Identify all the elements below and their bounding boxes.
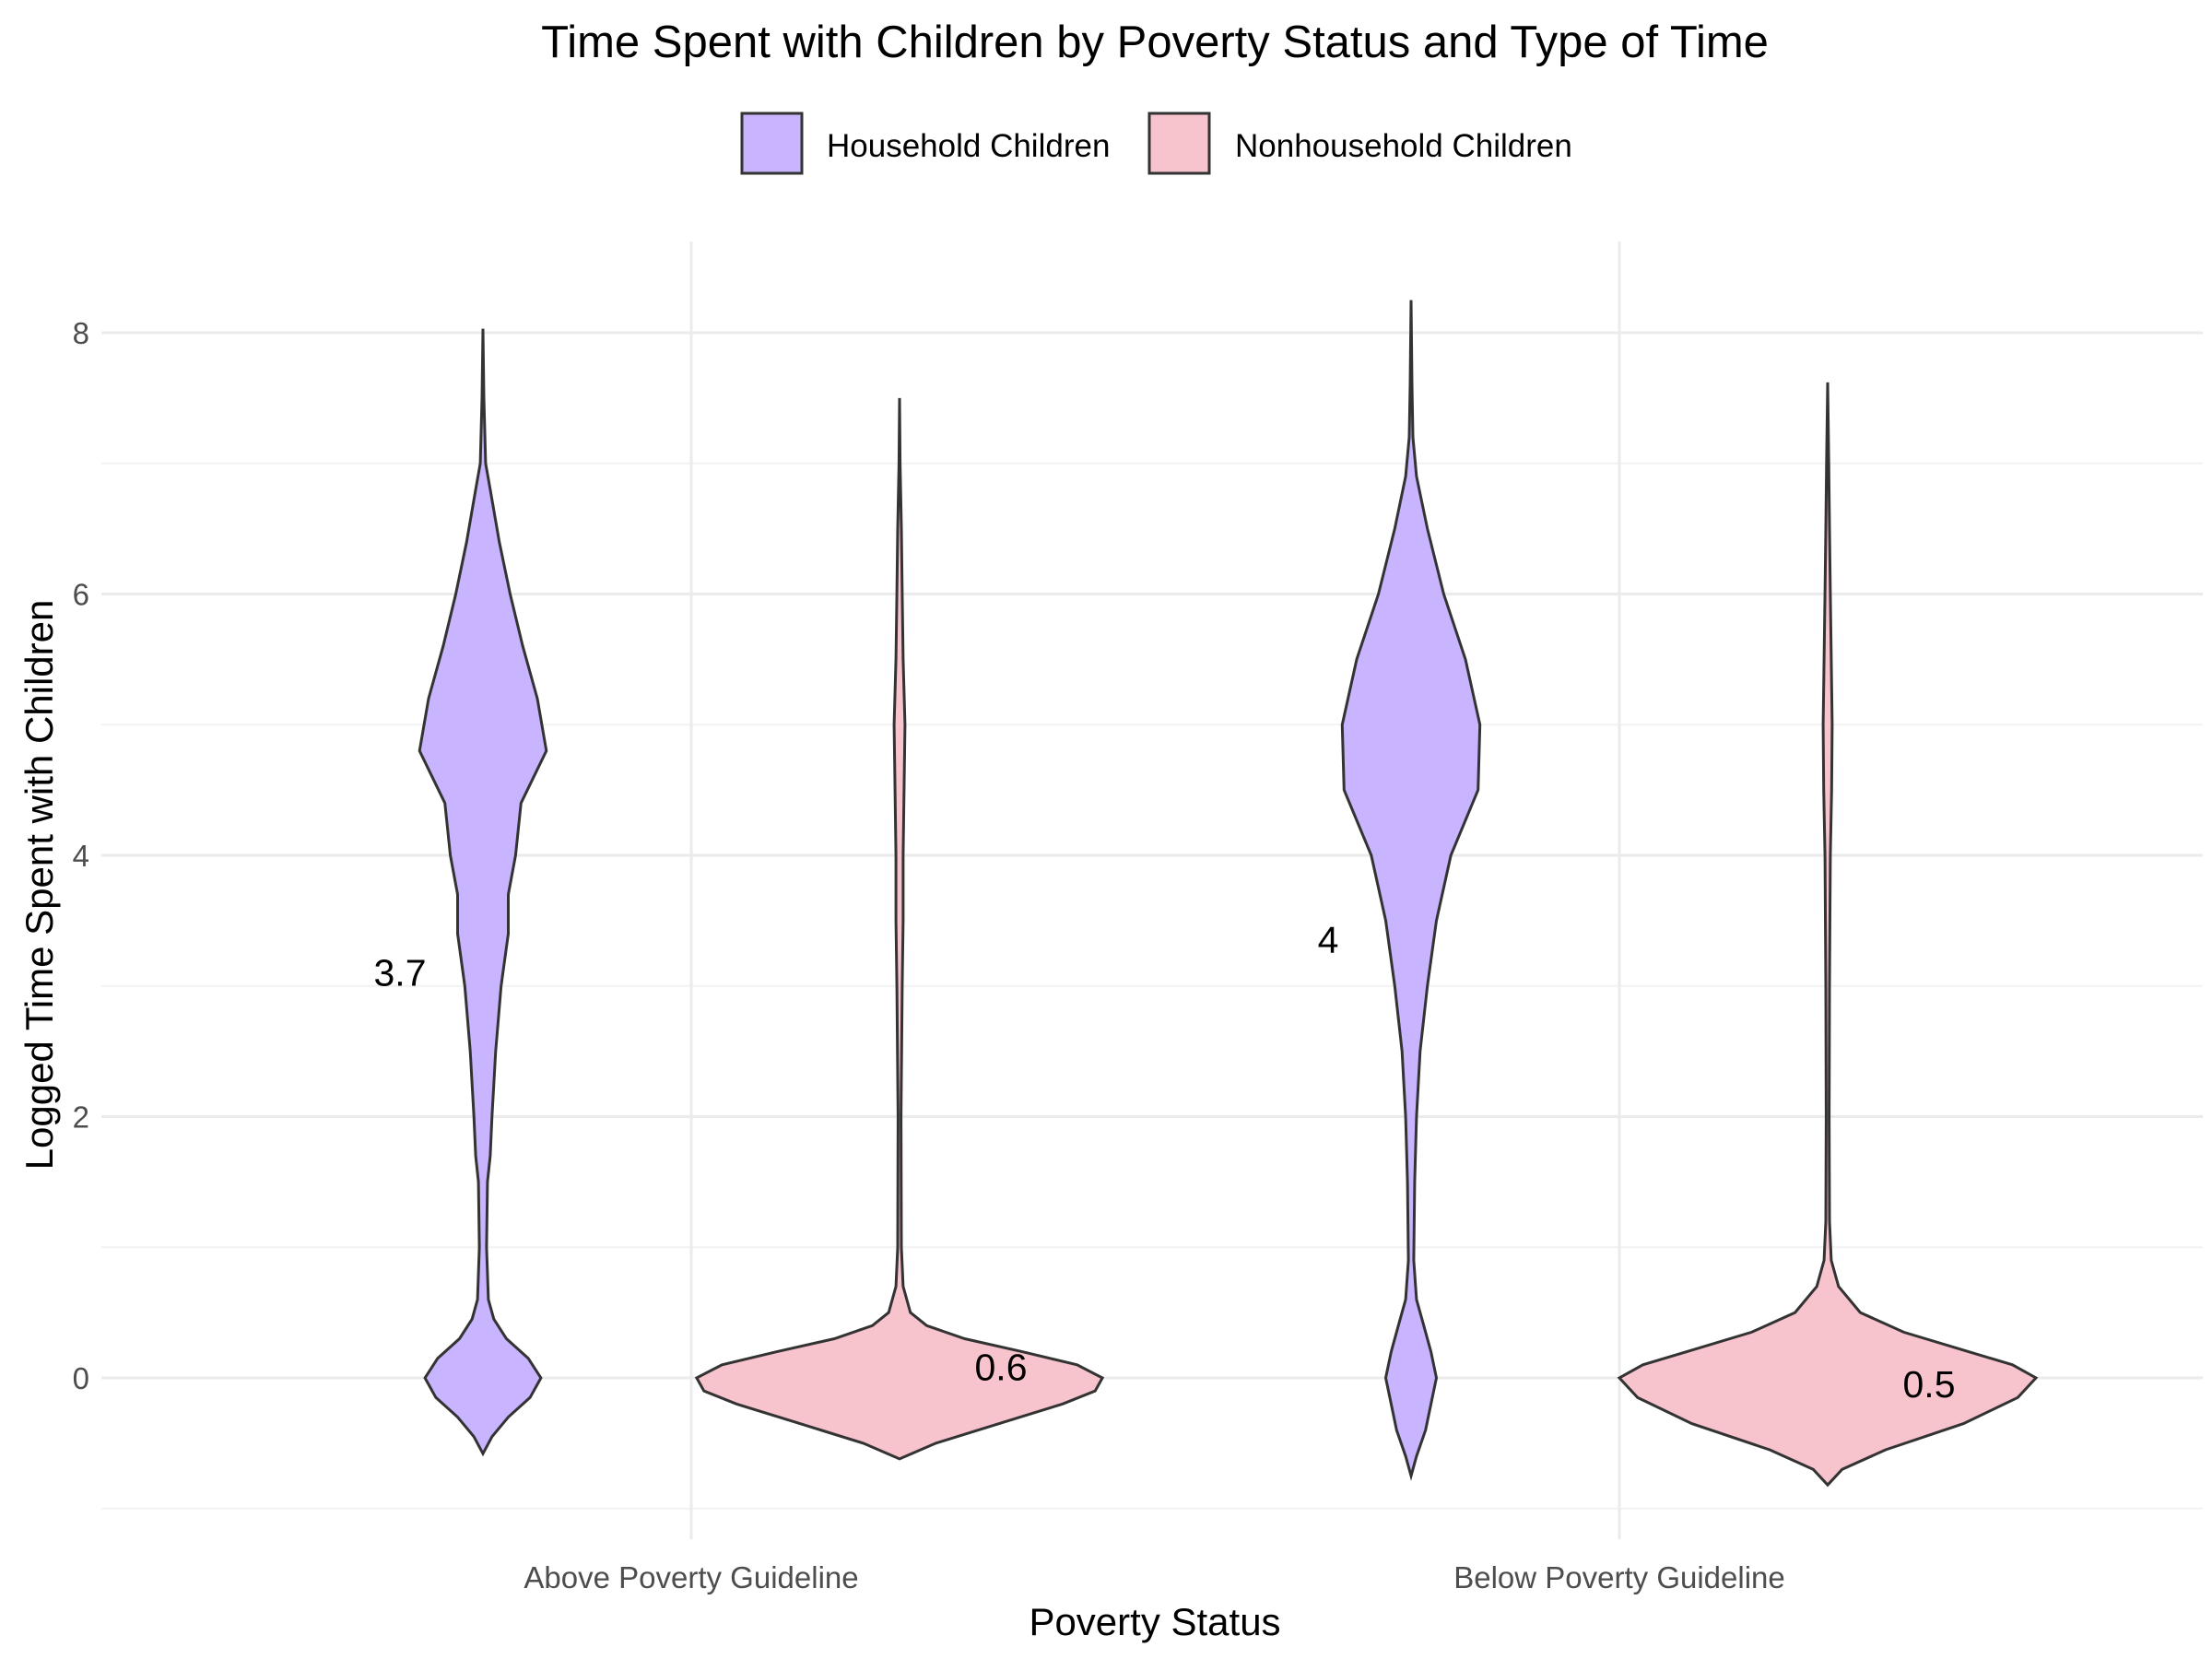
violin-household-above [418, 328, 548, 1457]
y-tick-label-4: 4 [73, 839, 89, 873]
violin-household-below [1340, 300, 1482, 1481]
y-tick-label-6: 6 [73, 578, 89, 612]
median-label-household-above: 3.7 [374, 952, 427, 994]
x-tick-label-1: Above Poverty Guideline [524, 1560, 858, 1594]
x-axis-ticks: Above Poverty Guideline Below Poverty Gui… [524, 1560, 1784, 1594]
legend-key-household [740, 112, 804, 175]
legend-label-nonhousehold: Nonhousehold Children [1235, 128, 1572, 164]
median-label-household-below: 4 [1318, 919, 1339, 961]
chart-title: Time Spent with Children by Poverty Stat… [541, 18, 1769, 67]
median-label-nonhousehold-above: 0.6 [975, 1347, 1028, 1389]
y-tick-label-8: 8 [73, 316, 89, 350]
y-tick-label-0: 0 [73, 1361, 89, 1395]
median-label-nonhousehold-below: 0.5 [1903, 1363, 1956, 1406]
y-tick-label-2: 2 [73, 1100, 89, 1135]
violins [418, 300, 2039, 1488]
data-labels: 3.7 4 0.6 0.5 [374, 919, 1956, 1406]
violin-nonhousehold-above [694, 397, 1105, 1461]
y-axis-ticks: 0 2 4 6 8 [73, 316, 89, 1395]
violin-nonhousehold-below [1617, 382, 2039, 1488]
y-axis-title: Logged Time Spent with Children [18, 600, 61, 1171]
x-axis-title: Poverty Status [1029, 1600, 1280, 1643]
legend-label-household: Household Children [827, 128, 1110, 164]
legend: Household Children Nonhousehold Children [740, 112, 1572, 175]
legend-key-nonhousehold [1147, 112, 1211, 175]
x-tick-label-2: Below Poverty Guideline [1453, 1560, 1785, 1594]
